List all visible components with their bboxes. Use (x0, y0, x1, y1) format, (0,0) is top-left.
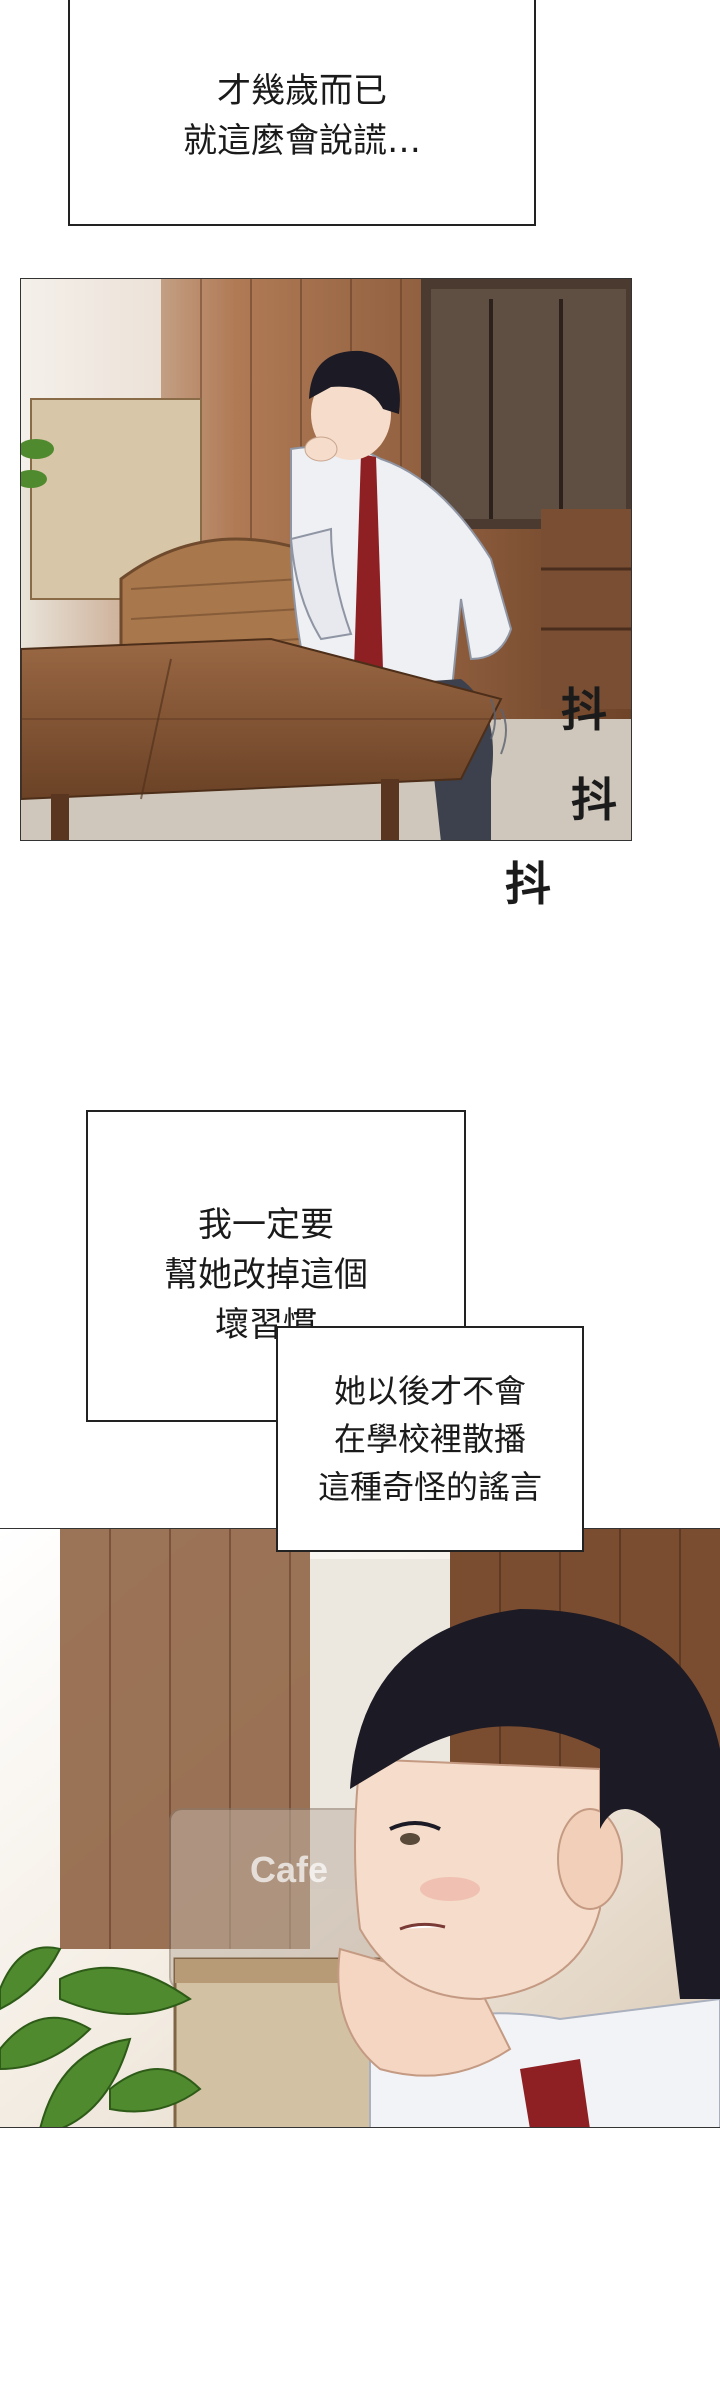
sfx-shake-2: 抖 (571, 773, 617, 827)
cafe-panel: 抖 抖 (20, 278, 632, 841)
closeup-panel: Cafe (0, 1528, 720, 2128)
cafe-scene (21, 279, 631, 840)
caption-line: 在學校裡散播 (333, 1420, 526, 1458)
caption-line: 她以後才不會 (333, 1372, 526, 1410)
closeup-scene (0, 1529, 720, 2127)
sfx-shake-3: 抖 (505, 857, 551, 911)
caption-line: 這種奇怪的謠言 (317, 1468, 542, 1506)
caption-line: 才幾歲而已 (217, 71, 387, 111)
sfx-shake-1: 抖 (561, 683, 607, 737)
caption-box-top: 才幾歲而已 就這麼會說謊… (68, 0, 536, 226)
caption-box-overlap: 她以後才不會 在學校裡散播 這種奇怪的謠言 (276, 1326, 584, 1552)
caption-line: 我一定要 (198, 1205, 334, 1245)
caption-line: 幫她改掉這個 (164, 1255, 368, 1295)
cafe-sign-text: Cafe (250, 1849, 329, 1890)
caption-line: 就這麼會說謊… (183, 121, 421, 161)
